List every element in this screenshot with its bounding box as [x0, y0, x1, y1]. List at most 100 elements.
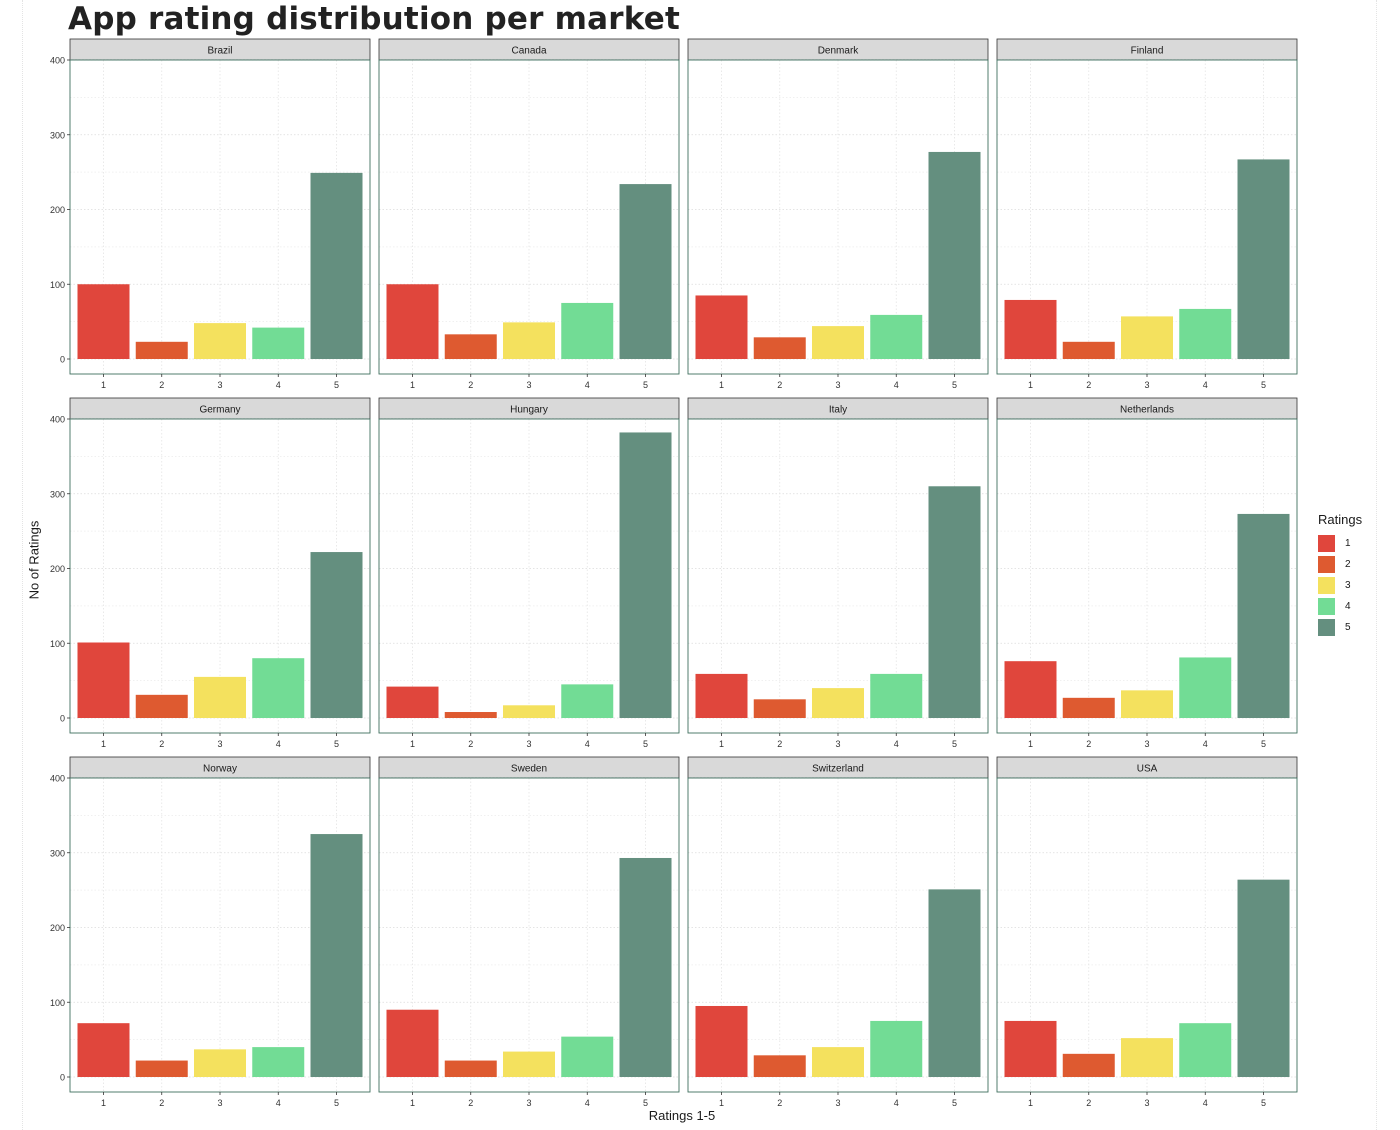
panel-norway: Norway 1 2 3 4 5 0 100 200 300 400	[50, 756, 371, 1108]
bar-italy-3	[812, 688, 864, 718]
bar-brazil-3	[194, 323, 246, 359]
right-guide-line	[1376, 0, 1377, 1130]
x-tick-label: 1	[719, 739, 724, 749]
x-tick-label: 2	[468, 739, 473, 749]
x-tick-label: 1	[1028, 1098, 1033, 1108]
x-tick-label: 1	[719, 1098, 724, 1108]
x-tick-label: 3	[217, 380, 222, 390]
y-tick-label: 300	[50, 489, 65, 499]
bar-netherlands-4	[1179, 657, 1232, 718]
bar-switzerland-3	[812, 1047, 864, 1077]
legend: Ratings 1 2 3 4 5	[1318, 512, 1362, 638]
y-tick-label: 300	[50, 848, 65, 858]
panel-denmark: Denmark 1 2 3 4 5	[687, 38, 989, 390]
x-tick-label: 5	[334, 1098, 339, 1108]
legend-label: 3	[1345, 580, 1351, 591]
x-tick-label: 5	[334, 380, 339, 390]
bar-brazil-5	[310, 172, 363, 359]
bar-sweden-4	[561, 1036, 614, 1077]
bar-usa-1	[1004, 1020, 1057, 1077]
legend-item-5: 5	[1318, 617, 1362, 638]
bar-switzerland-1	[695, 1005, 748, 1077]
bar-canada-4	[561, 302, 614, 359]
x-tick-label: 5	[1261, 380, 1266, 390]
x-tick-label: 1	[410, 380, 415, 390]
legend-label: 4	[1345, 601, 1351, 612]
x-tick-label: 3	[835, 739, 840, 749]
legend-item-3: 3	[1318, 575, 1362, 596]
x-tick-label: 3	[526, 1098, 531, 1108]
x-tick-label: 4	[276, 380, 281, 390]
y-tick-label: 100	[50, 998, 65, 1008]
x-tick-label: 1	[410, 1098, 415, 1108]
bar-denmark-3	[812, 326, 864, 359]
x-tick-label: 2	[1086, 739, 1091, 749]
bar-norway-1	[77, 1023, 130, 1077]
bar-usa-4	[1179, 1023, 1232, 1077]
x-tick-label: 3	[217, 739, 222, 749]
y-tick-label: 100	[50, 639, 65, 649]
x-tick-label: 1	[101, 1098, 106, 1108]
bar-norway-3	[194, 1049, 246, 1077]
x-tick-label: 3	[526, 739, 531, 749]
bar-finland-4	[1179, 308, 1232, 359]
bar-hungary-2	[444, 712, 497, 718]
x-tick-label: 4	[894, 739, 899, 749]
bar-denmark-5	[928, 151, 981, 359]
bar-norway-5	[310, 834, 363, 1077]
bar-hungary-4	[561, 684, 614, 718]
legend-swatch	[1318, 598, 1335, 615]
x-tick-label: 5	[1261, 739, 1266, 749]
panel-strip-label: USA	[1137, 764, 1158, 775]
x-tick-label: 5	[952, 739, 957, 749]
panel-netherlands: Netherlands 1 2 3 4 5	[996, 397, 1298, 749]
x-tick-label: 4	[585, 1098, 590, 1108]
x-tick-label: 3	[217, 1098, 222, 1108]
x-axis-title: Ratings 1-5	[648, 1108, 716, 1123]
y-tick-label: 200	[50, 923, 65, 933]
x-tick-label: 3	[1144, 380, 1149, 390]
bar-usa-5	[1237, 879, 1290, 1077]
bar-norway-2	[135, 1060, 188, 1077]
bar-canada-3	[503, 322, 555, 359]
bar-canada-2	[444, 334, 497, 359]
panel-strip-label: Brazil	[207, 46, 232, 57]
x-tick-label: 4	[276, 1098, 281, 1108]
x-tick-label: 2	[468, 380, 473, 390]
x-tick-label: 1	[101, 739, 106, 749]
bar-hungary-1	[386, 686, 439, 718]
x-tick-label: 5	[952, 1098, 957, 1108]
legend-label: 1	[1345, 538, 1351, 549]
x-tick-label: 3	[1144, 739, 1149, 749]
bar-sweden-5	[619, 857, 672, 1077]
x-tick-label: 2	[159, 380, 164, 390]
x-tick-label: 1	[410, 739, 415, 749]
x-tick-label: 4	[1203, 380, 1208, 390]
x-tick-label: 3	[1144, 1098, 1149, 1108]
x-tick-label: 4	[894, 380, 899, 390]
x-tick-label: 2	[159, 739, 164, 749]
x-tick-label: 5	[643, 380, 648, 390]
x-tick-label: 2	[777, 380, 782, 390]
legend-label: 5	[1345, 622, 1351, 633]
x-tick-label: 4	[1203, 739, 1208, 749]
panel-germany: Germany 1 2 3 4 5 0 100 200 300 400	[50, 397, 371, 749]
y-tick-label: 200	[50, 564, 65, 574]
x-tick-label: 5	[643, 739, 648, 749]
y-tick-label: 100	[50, 280, 65, 290]
panel-italy: Italy 1 2 3 4 5	[687, 397, 989, 749]
panel-strip-label: Netherlands	[1120, 405, 1174, 416]
y-tick-label: 400	[50, 415, 65, 425]
bar-netherlands-2	[1062, 697, 1115, 718]
bar-switzerland-2	[753, 1055, 806, 1077]
panel-finland: Finland 1 2 3 4 5	[996, 38, 1298, 390]
legend-swatch	[1318, 577, 1335, 594]
bar-germany-4	[252, 658, 305, 718]
bar-germany-3	[194, 676, 246, 718]
y-axis-title: No of Ratings	[26, 520, 42, 600]
bar-brazil-1	[77, 284, 130, 359]
x-tick-label: 5	[1261, 1098, 1266, 1108]
bar-sweden-3	[503, 1051, 555, 1077]
left-guide-line	[22, 0, 23, 1130]
bar-hungary-5	[619, 432, 672, 718]
